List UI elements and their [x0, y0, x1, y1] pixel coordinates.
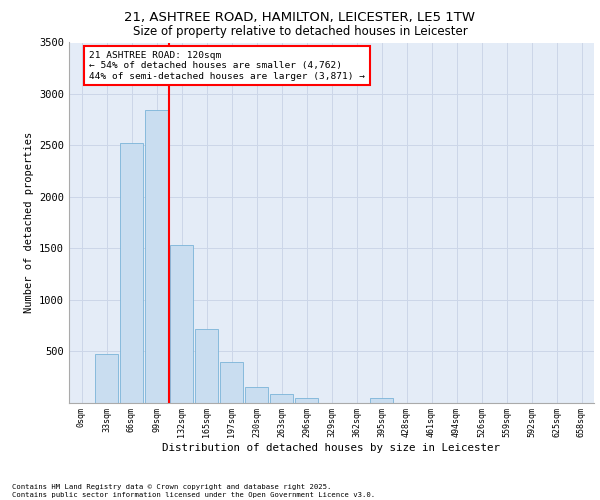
Bar	[295, 398, 318, 402]
Bar	[120, 144, 143, 402]
Text: Size of property relative to detached houses in Leicester: Size of property relative to detached ho…	[133, 25, 467, 38]
Text: Contains HM Land Registry data © Crown copyright and database right 2025.
Contai: Contains HM Land Registry data © Crown c…	[12, 484, 375, 498]
Bar	[195, 330, 218, 402]
Bar	[370, 398, 393, 402]
Bar	[220, 362, 243, 403]
X-axis label: Distribution of detached houses by size in Leicester: Distribution of detached houses by size …	[163, 443, 500, 453]
Text: 21 ASHTREE ROAD: 120sqm
← 54% of detached houses are smaller (4,762)
44% of semi: 21 ASHTREE ROAD: 120sqm ← 54% of detache…	[89, 50, 365, 80]
Y-axis label: Number of detached properties: Number of detached properties	[23, 132, 34, 313]
Bar	[95, 354, 118, 403]
Bar	[245, 387, 268, 402]
Bar	[270, 394, 293, 402]
Text: 21, ASHTREE ROAD, HAMILTON, LEICESTER, LE5 1TW: 21, ASHTREE ROAD, HAMILTON, LEICESTER, L…	[125, 12, 476, 24]
Bar	[170, 245, 193, 402]
Bar	[145, 110, 168, 403]
